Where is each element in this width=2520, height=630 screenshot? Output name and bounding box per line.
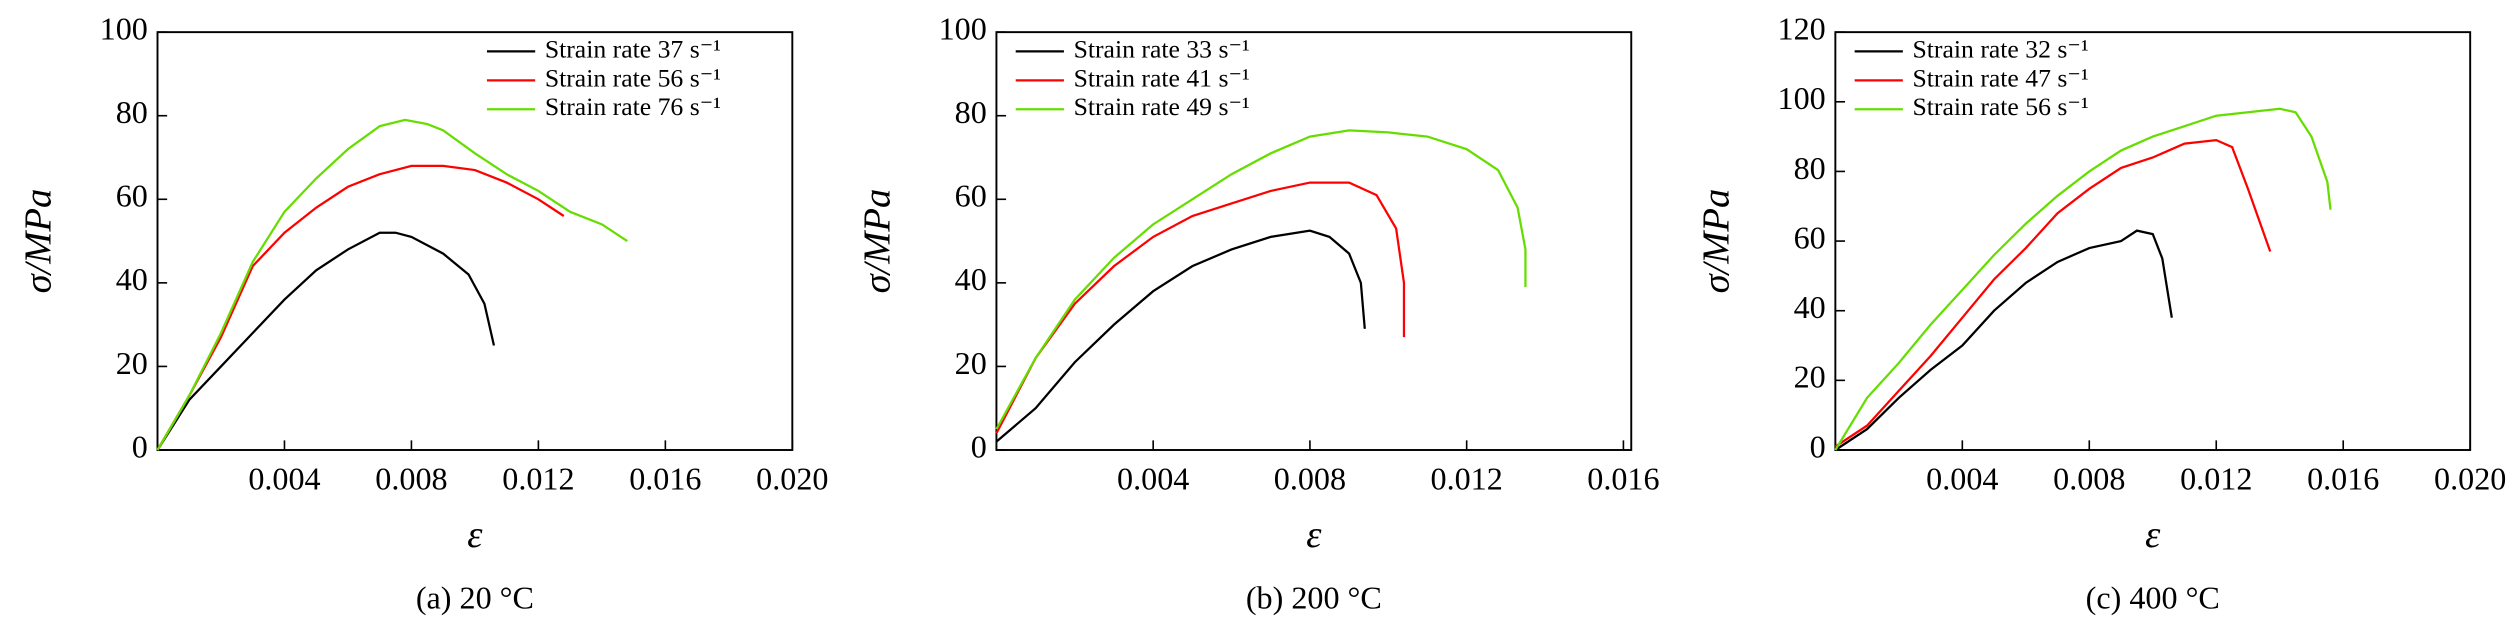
x-tick-label: 0.012	[502, 461, 574, 497]
y-tick-label: 100	[1778, 80, 1826, 116]
caption: (c) 400 °C	[2086, 579, 2220, 615]
data-line	[156, 118, 628, 451]
data-line	[995, 229, 1366, 443]
y-tick-label: 60	[955, 178, 987, 214]
x-tick-label: 0.016	[1587, 461, 1659, 497]
x-tick-label: 0.020	[2434, 461, 2506, 497]
legend-label: Strain rate 47 s⁻¹	[1913, 63, 2089, 92]
y-tick-label: 100	[939, 11, 987, 47]
x-tick-label: 0.012	[2180, 461, 2252, 497]
x-axis-label: ε	[2145, 514, 2161, 556]
y-tick-label: 0	[132, 428, 148, 464]
legend-label: Strain rate 41 s⁻¹	[1074, 63, 1250, 92]
y-tick-label: 120	[1778, 11, 1826, 47]
y-tick-label: 20	[116, 345, 148, 381]
x-axis-label: ε	[1306, 514, 1322, 556]
legend-label: Strain rate 33 s⁻¹	[1074, 34, 1250, 63]
data-line	[1834, 229, 2173, 451]
data-line	[995, 181, 1406, 434]
y-axis-label: σ/MPa	[857, 189, 899, 294]
x-tick-label: 0.012	[1431, 461, 1503, 497]
x-tick-label: 0.008	[2053, 461, 2125, 497]
y-tick-label: 20	[1794, 359, 1826, 395]
y-axis-label: σ/MPa	[1695, 189, 1737, 294]
legend-label: Strain rate 56 s⁻¹	[1913, 92, 2089, 121]
x-tick-label: 0.004	[1926, 461, 1998, 497]
legend-label: Strain rate 32 s⁻¹	[1913, 34, 2089, 63]
axes-frame	[156, 31, 794, 451]
y-tick-label: 80	[1794, 150, 1826, 186]
data-line	[156, 231, 496, 451]
legend-label: Strain rate 76 s⁻¹	[545, 92, 721, 121]
x-tick-label: 0.008	[1274, 461, 1346, 497]
data-line	[1834, 107, 2332, 451]
data-line	[1834, 138, 2272, 448]
y-tick-label: 80	[116, 94, 148, 130]
y-tick-label: 0	[1810, 428, 1826, 464]
y-tick-label: 60	[116, 178, 148, 214]
caption: (b) 200 °C	[1246, 579, 1382, 615]
caption: (a) 20 °C	[416, 579, 534, 615]
x-tick-label: 0.004	[248, 461, 320, 497]
axes-frame	[995, 31, 1633, 451]
x-axis-label: ε	[467, 514, 483, 556]
data-line	[156, 164, 565, 451]
y-tick-label: 0	[971, 428, 987, 464]
y-axis-label: σ/MPa	[18, 189, 60, 294]
data-line	[995, 129, 1527, 430]
y-tick-label: 40	[1794, 289, 1826, 325]
x-tick-label: 0.020	[756, 461, 828, 497]
legend-label: Strain rate 49 s⁻¹	[1074, 92, 1250, 121]
legend-label: Strain rate 37 s⁻¹	[545, 34, 721, 63]
x-tick-label: 0.004	[1117, 461, 1189, 497]
x-tick-label: 0.016	[629, 461, 701, 497]
y-tick-label: 60	[1794, 219, 1826, 255]
x-tick-label: 0.016	[2307, 461, 2379, 497]
y-tick-label: 40	[955, 261, 987, 297]
legend-label: Strain rate 56 s⁻¹	[545, 63, 721, 92]
y-tick-label: 80	[955, 94, 987, 130]
x-tick-label: 0.008	[375, 461, 447, 497]
y-tick-label: 100	[100, 11, 148, 47]
y-tick-label: 40	[116, 261, 148, 297]
y-tick-label: 20	[955, 345, 987, 381]
